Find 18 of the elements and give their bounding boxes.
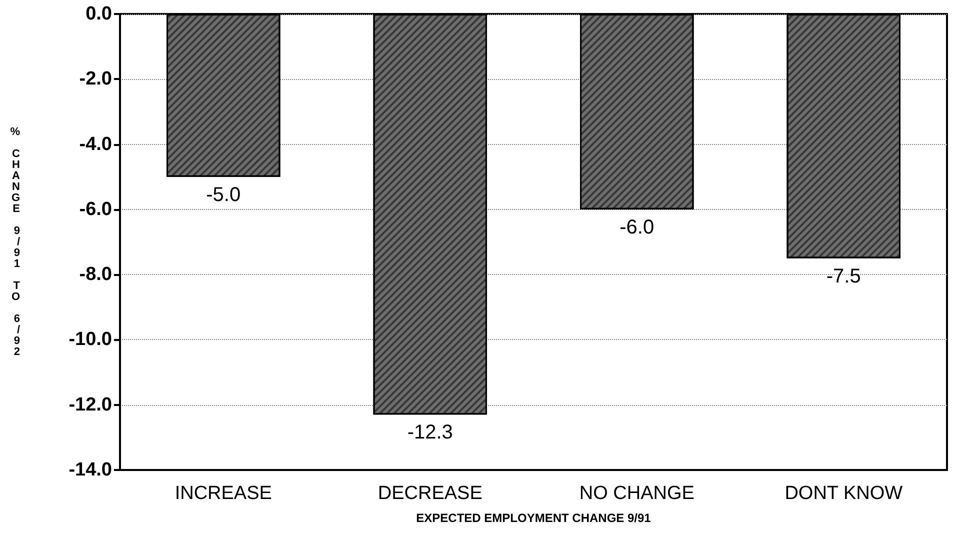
text: % CHANGE 9/91 TO 6/92 bbox=[10, 126, 20, 358]
data-label: -7.5 bbox=[826, 265, 861, 288]
data-label: -12.3 bbox=[407, 422, 453, 444]
y-tick-label: -12.0 bbox=[68, 394, 112, 416]
y-tick-label: -2.0 bbox=[79, 68, 112, 90]
y-tick-label: 0.0 bbox=[86, 4, 112, 24]
y-tick-label: -14.0 bbox=[68, 460, 112, 480]
x-tick-label: NO CHANGE bbox=[579, 483, 694, 504]
data-label: -6.0 bbox=[620, 216, 654, 238]
y-tick-label: -4.0 bbox=[79, 134, 112, 155]
x-tick-label: INCREASE bbox=[174, 483, 272, 504]
y-tick-label: -8.0 bbox=[79, 264, 112, 286]
x-tick-label: DONT KNOW bbox=[784, 483, 903, 504]
data-label: -5.0 bbox=[206, 184, 241, 206]
y-tick-label: -10.0 bbox=[68, 329, 112, 350]
x-tick-label: DECREASE bbox=[378, 483, 482, 504]
y-tick-label: -6.0 bbox=[79, 198, 112, 220]
x-axis-title: EXPECTED EMPLOYMENT CHANGE 9/91 bbox=[416, 511, 652, 525]
